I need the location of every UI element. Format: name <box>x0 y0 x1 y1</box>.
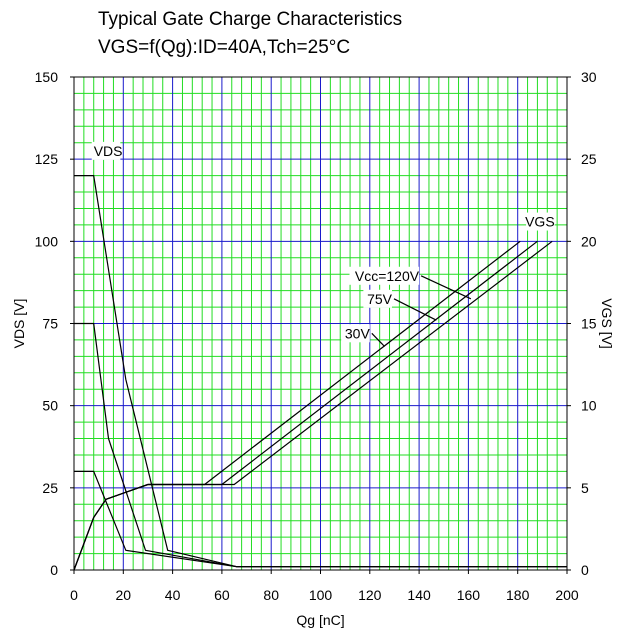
y-left-tick-label: 50 <box>42 398 58 414</box>
y-right-tick-label: 15 <box>581 316 597 332</box>
axis-ticks <box>70 76 571 574</box>
chart-title: Typical Gate Charge Characteristics VGS=… <box>98 9 402 58</box>
x-tick-label: 120 <box>358 587 382 603</box>
annotation-label: VGS <box>525 214 555 230</box>
annotation-leader-line <box>420 275 472 300</box>
x-tick-label: 20 <box>116 587 132 603</box>
x-tick-label: 80 <box>263 587 279 603</box>
y-left-axis-label: VDS [V] <box>11 299 27 349</box>
y-right-axis-label: VGS [V] <box>599 298 615 349</box>
major-gridlines <box>74 77 567 570</box>
x-tick-label: 40 <box>165 587 181 603</box>
annotation-label-background <box>526 212 555 231</box>
annotation-label-background <box>363 289 392 308</box>
series-vgs-30v <box>73 240 521 571</box>
y-right-tick-label: 5 <box>581 480 589 496</box>
annotation-leader-line <box>393 298 437 321</box>
x-tick-label: 160 <box>457 587 481 603</box>
x-tick-labels: 0 20 40 60 80 100 120 140 160 180 200 <box>70 587 579 603</box>
series-vds-30v <box>74 470 567 568</box>
curve-annotations: VDS VGS Vcc=120V 75V 30V <box>91 141 555 347</box>
y-left-tick-label: 125 <box>35 151 59 167</box>
y-left-tick-label: 75 <box>42 316 58 332</box>
x-tick-label: 200 <box>555 587 579 603</box>
x-tick-label: 140 <box>407 587 431 603</box>
y-left-tick-label: 100 <box>35 233 59 249</box>
x-tick-label: 180 <box>506 587 530 603</box>
annotation-leader-line <box>371 332 386 347</box>
x-tick-label: 0 <box>70 587 78 603</box>
annotation-label: VDS <box>94 143 123 159</box>
annotation-label-background <box>91 141 121 160</box>
annotation-label: Vcc=120V <box>355 268 420 284</box>
y-left-tick-label: 25 <box>42 480 58 496</box>
annotation-label: 75V <box>367 291 393 307</box>
y-left-tick-label: 150 <box>35 69 59 85</box>
x-tick-label: 60 <box>214 587 230 603</box>
y-right-tick-label: 0 <box>581 562 589 578</box>
y-right-tick-label: 30 <box>581 69 597 85</box>
chart-title-line-2: VGS=f(Qg):ID=40A,Tch=25°C <box>98 37 350 58</box>
y-left-tick-label: 0 <box>50 562 58 578</box>
y-right-tick-label: 10 <box>581 398 597 414</box>
data-series <box>73 175 567 571</box>
y-right-tick-label: 20 <box>581 233 597 249</box>
annotation-label: 30V <box>345 325 371 341</box>
y-right-tick-labels: 0 5 10 15 20 25 30 <box>581 69 597 578</box>
x-axis-label: Qg [nC] <box>296 612 344 628</box>
annotation-label-background <box>349 266 420 285</box>
y-left-tick-labels: 0 25 50 75 100 125 150 <box>35 69 59 578</box>
x-tick-label: 100 <box>309 587 333 603</box>
chart-title-line-1: Typical Gate Charge Characteristics <box>98 9 402 30</box>
y-right-tick-label: 25 <box>581 151 597 167</box>
annotation-label-background <box>341 324 370 343</box>
